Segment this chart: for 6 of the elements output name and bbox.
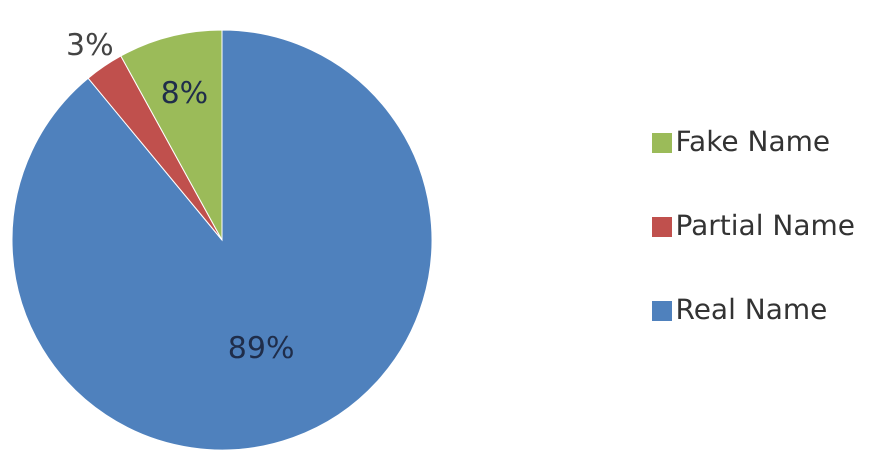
data-label: 8% [160,76,208,112]
data-label: 3% [66,28,114,63]
legend-label: Real Name [676,292,828,326]
legend-label: Fake Name [676,124,830,158]
legend-label: Partial Name [676,208,855,242]
data-label: 89% [228,331,294,366]
